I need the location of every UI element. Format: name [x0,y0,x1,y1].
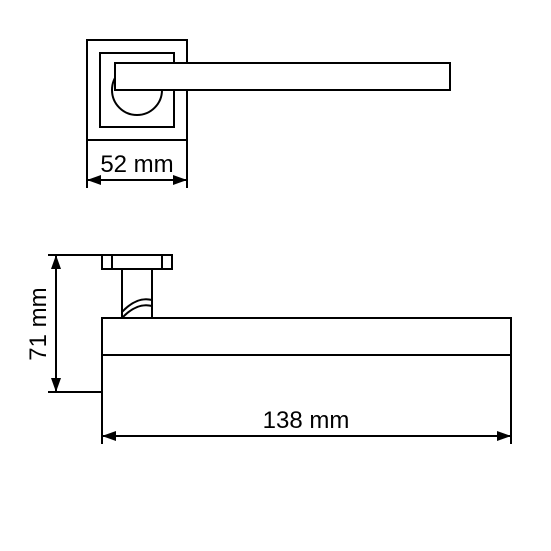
dim-71-label: 71 mm [25,287,52,360]
top-view [87,40,450,140]
technical-drawing: 52 mm 71 mm 138 mm [0,0,551,551]
dimensions: 52 mm 71 mm 138 mm [25,140,511,444]
side-view [102,255,511,355]
dim-52-label: 52 mm [100,151,173,178]
dim-138-label: 138 mm [263,407,350,434]
